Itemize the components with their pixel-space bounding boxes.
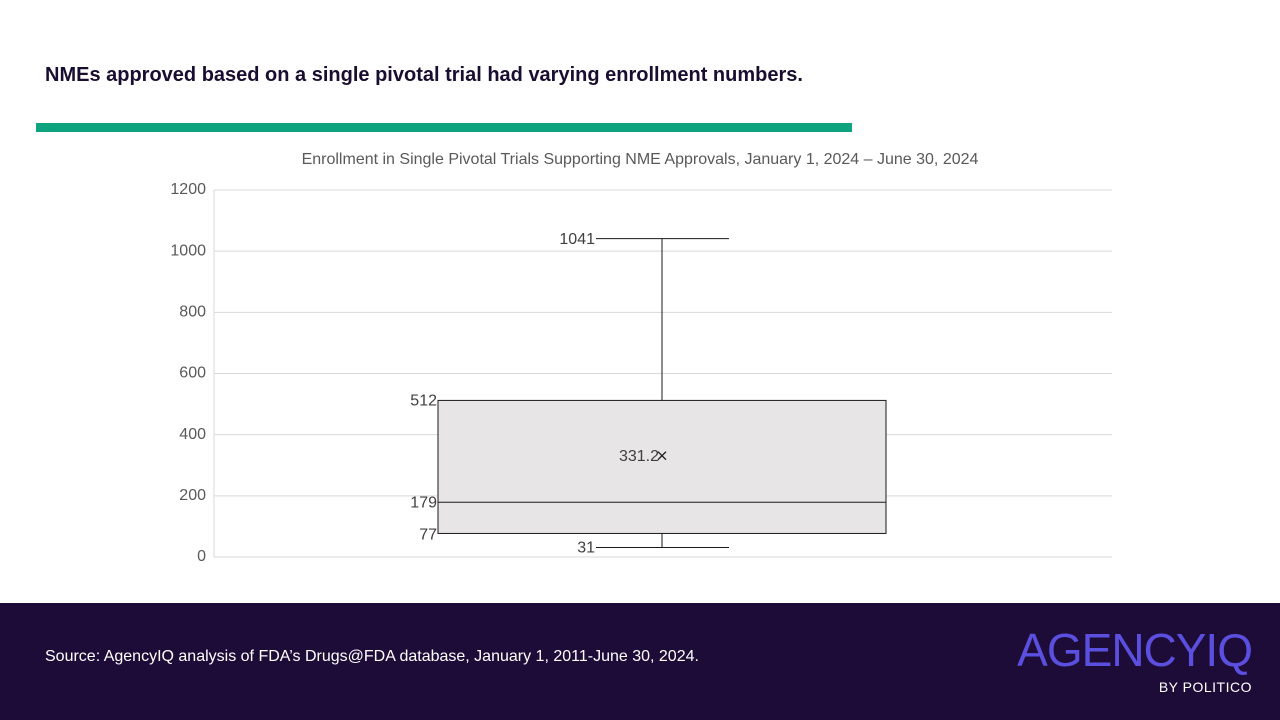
headline: NMEs approved based on a single pivotal … <box>45 64 803 86</box>
max-label: 1041 <box>559 231 595 248</box>
q1-label: 77 <box>419 527 437 544</box>
y-tick-label: 800 <box>179 304 206 321</box>
mean-marker <box>657 451 667 461</box>
logo-byline: BY POLITICO <box>1158 679 1252 695</box>
box-plot-chart: 0 200 400 600 800 1000 1200 1041 512 179 77 31 331.2 <box>170 181 1112 565</box>
y-tick-label: 600 <box>179 365 206 382</box>
median-label: 179 <box>410 494 437 511</box>
y-tick-label: 1000 <box>170 242 206 259</box>
mean-label: 331.2 <box>619 448 659 465</box>
y-tick-label: 1200 <box>170 181 206 198</box>
source-note: Source: AgencyIQ analysis of FDA’s Drugs… <box>45 648 699 665</box>
y-tick-label: 0 <box>197 548 206 565</box>
agencyiq-logo: AGENCYIQ BY POLITICO <box>1007 623 1253 715</box>
accent-bar <box>36 123 852 132</box>
y-tick-label: 400 <box>179 426 206 443</box>
y-tick-label: 200 <box>179 487 206 504</box>
iqr-box <box>437 399 887 534</box>
chart-title: Enrollment in Single Pivotal Trials Supp… <box>301 151 979 168</box>
logo-wordmark: AGENCYIQ <box>1017 624 1253 676</box>
footer: Source: AgencyIQ analysis of FDA’s Drugs… <box>0 603 1280 720</box>
q3-label: 512 <box>410 393 437 410</box>
min-label: 31 <box>577 540 595 557</box>
